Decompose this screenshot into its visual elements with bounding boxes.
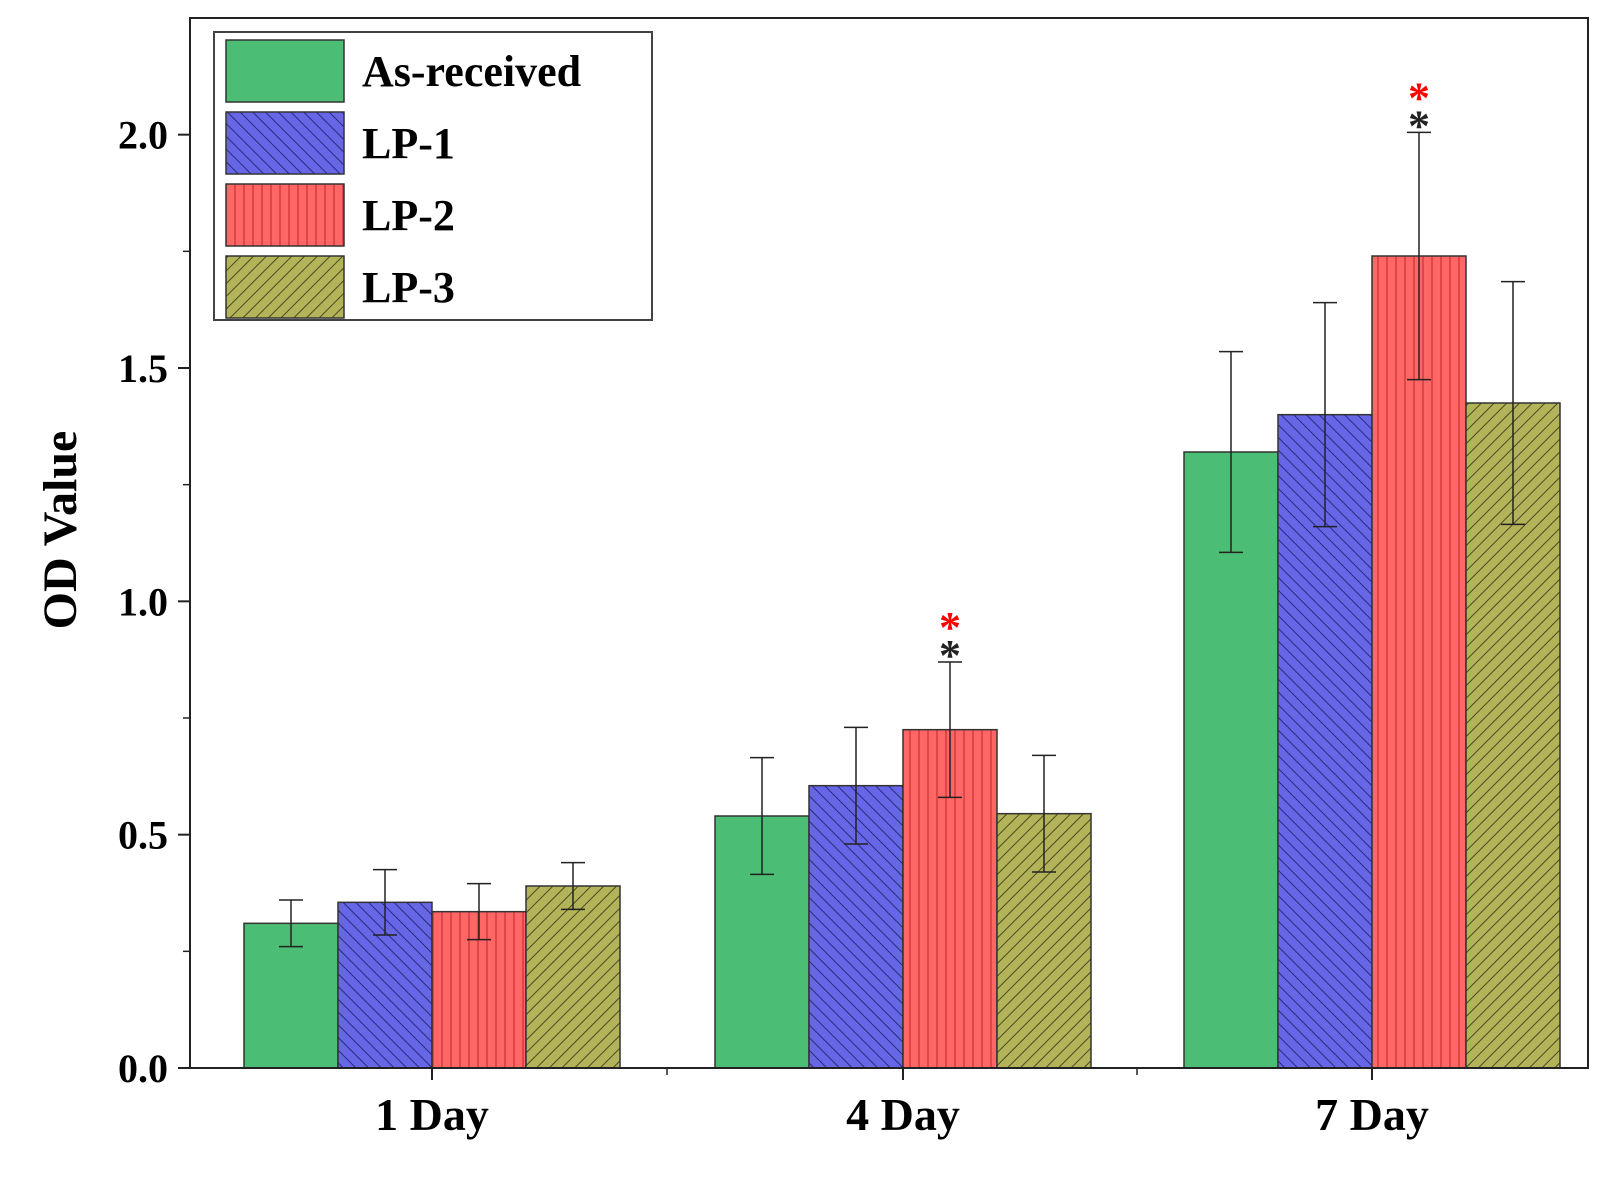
legend-label: LP-3: [362, 263, 455, 312]
significance-star: *: [939, 603, 961, 652]
x-category-label: 1 Day: [375, 1089, 489, 1140]
plot-area: ****0.00.51.01.52.01 Day 4 Day 7 Day: [118, 17, 1589, 1140]
significance-star: *: [1408, 101, 1430, 150]
bar-as-received-1: [243, 922, 339, 1069]
legend-swatch-lp-1: [225, 111, 345, 175]
y-tick-label: 0.5: [118, 813, 168, 858]
significance-star: *: [939, 631, 961, 680]
y-tick-label: 2.0: [118, 113, 168, 158]
y-axis-title: OD Value: [34, 431, 87, 630]
legend-label: As-received: [362, 47, 581, 96]
bar-as-received-3: [1183, 451, 1279, 1069]
plot-frame: [189, 17, 1589, 1069]
x-category-label: 7 Day: [1315, 1089, 1429, 1140]
y-tick-label: 0.0: [118, 1046, 168, 1091]
legend-label: LP-1: [362, 119, 455, 168]
legend-label: LP-2: [362, 191, 455, 240]
bar-lp-2-3: [1371, 255, 1467, 1069]
legend-swatch-as-received: [225, 39, 345, 103]
legend-swatch-lp-3: [225, 255, 345, 319]
significance-star: *: [1408, 73, 1430, 122]
y-tick-label: 1.5: [118, 346, 168, 391]
y-tick-label: 1.0: [118, 579, 168, 624]
bar-lp-3-1: [525, 885, 621, 1069]
legend-swatch-lp-2: [225, 183, 345, 247]
legend: As-received LP-1 LP-2 LP-3: [213, 31, 653, 321]
x-category-label: 4 Day: [846, 1089, 960, 1140]
